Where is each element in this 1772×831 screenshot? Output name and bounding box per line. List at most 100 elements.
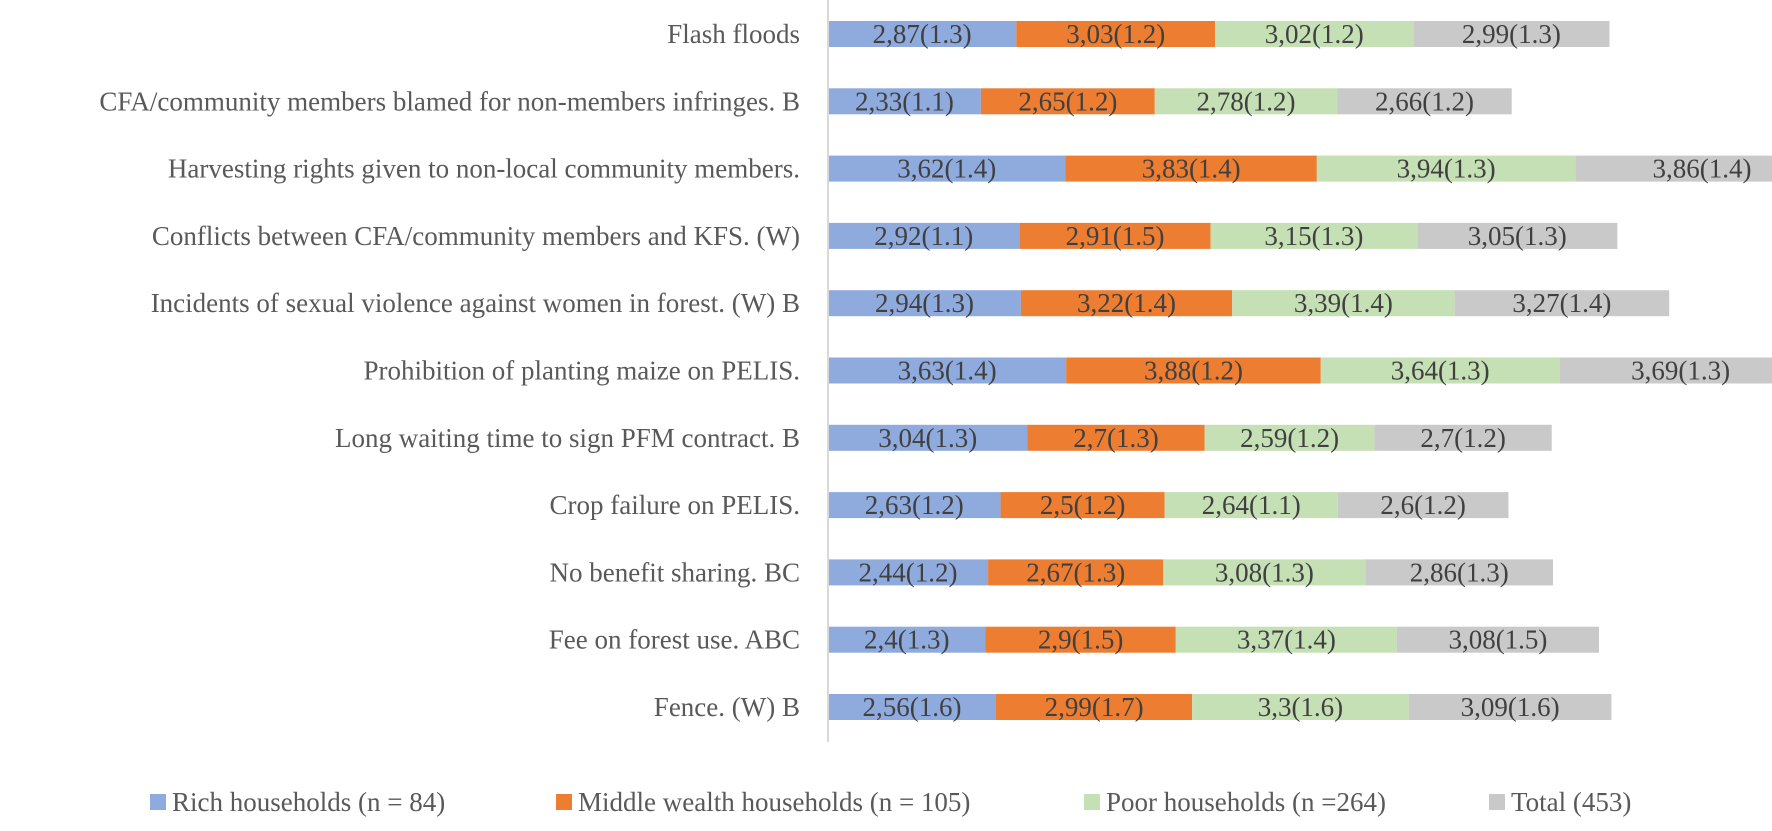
category-labels: Flash floods CFA/community members blamed… <box>99 19 800 722</box>
legend-entry-label[interactable]: Middle wealth households (n = 105) <box>578 787 970 817</box>
bar-data-label: 2,78(1.2) <box>1196 86 1295 116</box>
bar-data-label: 2,63(1.2) <box>865 490 964 520</box>
bar-segment <box>1027 424 1205 451</box>
bar-data-label: 3,15(1.3) <box>1264 221 1363 251</box>
bar-data-label: 3,04(1.3) <box>878 423 977 453</box>
bar-data-label: 3,22(1.4) <box>1077 288 1176 318</box>
bar-data-label: 3,39(1.4) <box>1294 288 1393 318</box>
bar-segment <box>1020 290 1233 317</box>
bar-data-label: 2,7(1.2) <box>1420 423 1505 453</box>
legend-swatch[interactable] <box>150 794 166 810</box>
bar-segment <box>1192 694 1409 720</box>
bar-segment <box>1164 492 1338 519</box>
bar-segment <box>1408 694 1612 720</box>
bar-data-label: 3,02(1.2) <box>1265 19 1364 49</box>
bar-segment <box>985 626 1176 653</box>
bar-segment <box>1417 222 1618 249</box>
bar-segment <box>828 155 1066 182</box>
bar-data-label: 2,5(1.2) <box>1040 490 1125 520</box>
bar-data-label: 3,86(1.4) <box>1653 154 1752 184</box>
legend-swatch[interactable] <box>1489 794 1505 810</box>
bar-data-label: 2,9(1.5) <box>1038 625 1123 655</box>
bar-segment <box>1016 21 1216 47</box>
bar-data-label: 3,64(1.3) <box>1391 356 1490 386</box>
bar-data-label: 2,94(1.3) <box>875 288 974 318</box>
bar-segment <box>1316 155 1576 182</box>
bar-data-label: 2,67(1.3) <box>1026 557 1125 587</box>
data-labels: 2,87(1.3) 3,03(1.2) 3,02(1.2) 2,99(1.3) 2,33… <box>855 19 1752 722</box>
bar-segment <box>1163 559 1366 586</box>
bar-data-label: 3,08(1.5) <box>1448 625 1547 655</box>
bar-segment <box>1374 424 1552 451</box>
bar-data-label: 2,91(1.5) <box>1066 221 1165 251</box>
bar-segment <box>1396 626 1599 653</box>
bar-data-label: 2,64(1.1) <box>1202 490 1301 520</box>
bar-segment <box>1066 357 1321 384</box>
bar-data-label: 2,56(1.6) <box>862 692 961 722</box>
legend-entry-label[interactable]: Rich households (n = 84) <box>172 787 445 817</box>
bar-segment <box>1454 290 1670 317</box>
legend[interactable]: Rich households (n = 84) Middle wealth ho… <box>150 787 1631 817</box>
category-label: No benefit sharing. BC <box>550 557 800 587</box>
bar-data-label: 3,94(1.3) <box>1397 154 1496 184</box>
bar-data-label: 2,65(1.2) <box>1018 86 1117 116</box>
bar-data-label: 3,63(1.4) <box>898 356 997 386</box>
bar-segment <box>828 694 996 720</box>
bar-data-label: 2,7(1.3) <box>1073 423 1158 453</box>
bar-segment <box>988 559 1164 586</box>
legend-entry-label[interactable]: Total (453) <box>1511 787 1631 817</box>
bar-segment <box>1337 492 1509 519</box>
bar-data-label: 3,62(1.4) <box>897 154 996 184</box>
category-label: Fee on forest use. ABC <box>549 625 800 655</box>
bar-data-label: 3,27(1.4) <box>1512 288 1611 318</box>
bar-data-label: 2,86(1.3) <box>1410 557 1509 587</box>
bar-data-label: 3,3(1.6) <box>1258 692 1343 722</box>
category-label: Flash floods <box>667 19 800 49</box>
bar-segment <box>1154 88 1338 115</box>
bar-data-label: 2,99(1.7) <box>1045 692 1144 722</box>
bar-segment <box>995 694 1193 720</box>
bar-segment <box>1210 222 1418 249</box>
bar-segment <box>1337 88 1512 115</box>
bar-segment <box>1065 155 1317 182</box>
bar-data-label: 2,99(1.3) <box>1462 19 1561 49</box>
category-label: Long waiting time to sign PFM contract. … <box>335 423 800 453</box>
bar-segment <box>1019 222 1211 249</box>
category-label: Crop failure on PELIS. <box>550 490 800 520</box>
category-label: Harvesting rights given to non-local com… <box>168 154 800 184</box>
bar-segments <box>828 21 1772 720</box>
bar-segment <box>1365 559 1554 586</box>
bar-data-label: 3,05(1.3) <box>1468 221 1567 251</box>
bar-data-label: 2,33(1.1) <box>855 86 954 116</box>
bar-data-label: 2,92(1.1) <box>874 221 973 251</box>
bar-segment <box>828 222 1020 249</box>
bar-segment <box>828 492 1001 519</box>
category-label: Conflicts between CFA/community members … <box>152 221 800 251</box>
bar-segment <box>1000 492 1165 519</box>
legend-entry-label[interactable]: Poor households (n =264) <box>1106 787 1386 817</box>
bar-data-label: 3,83(1.4) <box>1142 154 1241 184</box>
category-label: CFA/community members blamed for non-mem… <box>99 86 800 116</box>
bar-segment <box>980 88 1155 115</box>
bar-segment <box>828 357 1067 384</box>
bar-data-label: 3,69(1.3) <box>1631 356 1730 386</box>
bar-segment <box>1320 357 1560 384</box>
legend-swatch[interactable] <box>556 794 572 810</box>
bar-segment <box>828 559 989 586</box>
bar-segment <box>828 21 1017 47</box>
bar-segment <box>828 88 981 115</box>
bar-segment <box>1413 21 1610 47</box>
category-label: Prohibition of planting maize on PELIS. <box>364 356 800 386</box>
bar-data-label: 2,4(1.3) <box>864 625 949 655</box>
bar-data-label: 3,03(1.2) <box>1066 19 1165 49</box>
bar-segment <box>1175 626 1397 653</box>
bar-data-label: 3,08(1.3) <box>1215 557 1314 587</box>
bar-data-label: 3,88(1.2) <box>1144 356 1243 386</box>
bar-segment <box>1559 357 1772 384</box>
bar-data-label: 2,87(1.3) <box>873 19 972 49</box>
legend-swatch[interactable] <box>1084 794 1100 810</box>
bar-data-label: 2,44(1.2) <box>859 557 958 587</box>
bar-segment <box>828 626 986 653</box>
bar-data-label: 3,37(1.4) <box>1237 625 1336 655</box>
